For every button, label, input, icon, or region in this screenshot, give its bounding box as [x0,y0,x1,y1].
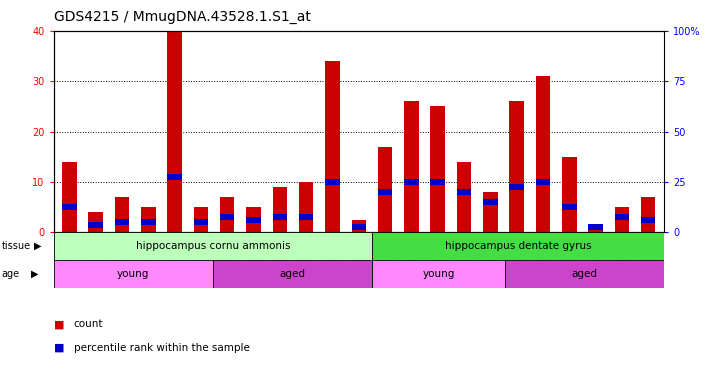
Bar [483,199,498,205]
Bar [167,31,182,232]
Bar [351,224,366,230]
Bar [220,197,234,232]
Bar [89,222,103,228]
Text: percentile rank within the sample: percentile rank within the sample [74,343,249,353]
Bar [273,187,287,232]
Bar [372,260,505,288]
Text: tissue: tissue [1,241,31,251]
Bar [509,184,524,190]
Bar [62,204,76,210]
Text: ■: ■ [54,343,64,353]
Bar [326,61,340,232]
Text: aged: aged [279,269,306,279]
Text: hippocampus dentate gyrus: hippocampus dentate gyrus [445,241,591,251]
Text: young: young [422,269,455,279]
Bar [372,232,664,260]
Text: GDS4215 / MmugDNA.43528.1.S1_at: GDS4215 / MmugDNA.43528.1.S1_at [54,10,311,23]
Text: age: age [1,269,19,279]
Bar [141,219,156,225]
Text: young: young [117,269,149,279]
Bar [167,174,182,180]
Bar [115,219,129,225]
Text: ▶: ▶ [34,241,42,251]
Bar [115,197,129,232]
Bar [141,207,156,232]
Bar [483,192,498,232]
Bar [213,260,372,288]
Bar [54,232,372,260]
Text: aged: aged [571,269,598,279]
Bar [536,76,550,232]
Bar [378,189,392,195]
Bar [457,162,471,232]
Bar [641,217,655,223]
Bar [246,217,261,223]
Bar [588,225,603,232]
Bar [588,224,603,230]
Text: ▶: ▶ [31,269,39,279]
Bar [431,179,445,185]
Bar [641,197,655,232]
Bar [562,157,576,232]
Bar [615,207,629,232]
Bar [378,147,392,232]
Bar [505,260,664,288]
Bar [193,219,208,225]
Bar [246,207,261,232]
Text: hippocampus cornu ammonis: hippocampus cornu ammonis [136,241,290,251]
Bar [562,204,576,210]
Bar [62,162,76,232]
Bar [193,207,208,232]
Bar [509,101,524,232]
Bar [457,189,471,195]
Bar [89,212,103,232]
Bar [220,214,234,220]
Text: ■: ■ [54,319,64,329]
Bar [273,214,287,220]
Bar [351,220,366,232]
Bar [326,179,340,185]
Text: count: count [74,319,103,329]
Bar [431,106,445,232]
Bar [536,179,550,185]
Bar [299,214,313,220]
Bar [615,214,629,220]
Bar [299,182,313,232]
Bar [54,260,213,288]
Bar [404,101,418,232]
Bar [404,179,418,185]
